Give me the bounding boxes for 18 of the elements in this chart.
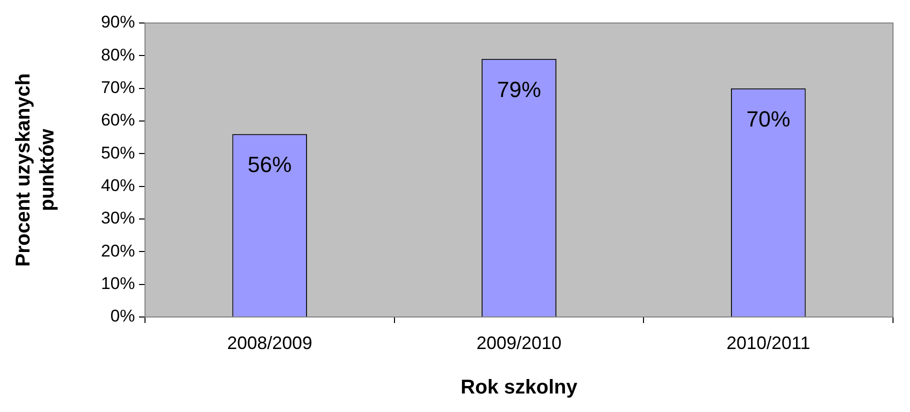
y-tick-label: 60% xyxy=(100,110,135,130)
x-tick-label: 2009/2010 xyxy=(476,332,562,353)
data-label: 56% xyxy=(248,152,292,178)
y-axis-title: Procent uzyskanych punktów xyxy=(12,73,59,267)
y-tick-label: 0% xyxy=(110,306,135,326)
y-tick-label: 40% xyxy=(100,176,135,196)
x-tick-label: 2010/2011 xyxy=(726,332,810,353)
y-tick-label: 10% xyxy=(100,274,135,294)
x-tick-label: 2008/2009 xyxy=(227,332,312,353)
x-axis-title: Rok szkolny xyxy=(460,376,578,399)
data-label: 70% xyxy=(746,106,790,132)
y-tick-label: 90% xyxy=(100,12,135,32)
data-label: 79% xyxy=(496,76,542,102)
y-tick-label: 80% xyxy=(100,45,135,64)
y-tick-label: 50% xyxy=(100,143,135,162)
y-tick-label: 70% xyxy=(100,78,135,98)
y-tick-label: 30% xyxy=(100,208,135,228)
y-tick-label: 20% xyxy=(100,241,135,260)
